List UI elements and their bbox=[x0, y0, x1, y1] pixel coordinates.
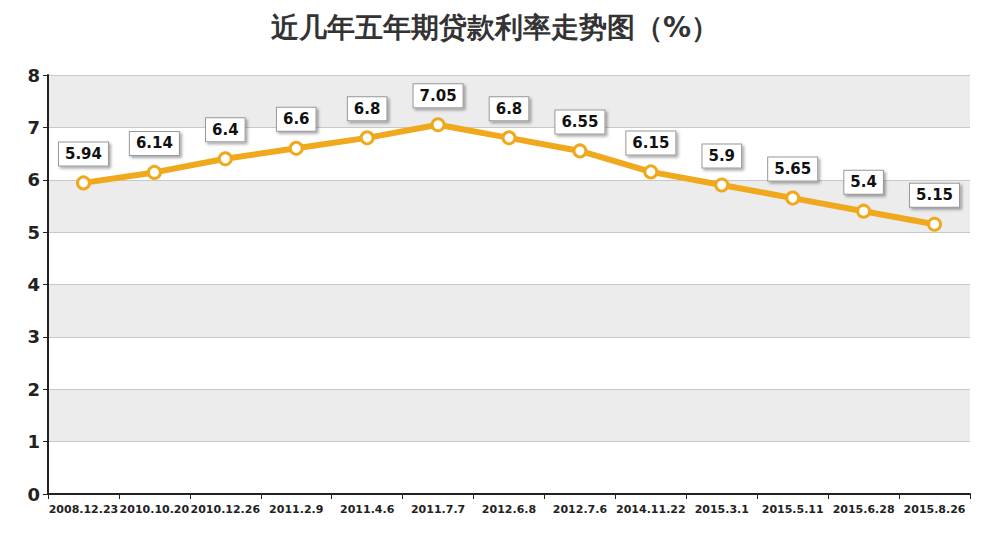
svg-text:4: 4 bbox=[27, 274, 40, 295]
svg-text:2010.12.26: 2010.12.26 bbox=[191, 503, 261, 516]
svg-text:5.4: 5.4 bbox=[850, 173, 877, 191]
svg-text:2: 2 bbox=[27, 379, 40, 400]
svg-text:2015.5.11: 2015.5.11 bbox=[762, 503, 824, 516]
svg-text:5: 5 bbox=[27, 222, 40, 243]
svg-text:1: 1 bbox=[27, 431, 40, 452]
svg-text:7: 7 bbox=[27, 117, 40, 138]
svg-text:6.4: 6.4 bbox=[212, 121, 239, 139]
svg-text:0: 0 bbox=[27, 484, 40, 505]
svg-text:6.14: 6.14 bbox=[136, 134, 173, 152]
svg-text:2015.8.26: 2015.8.26 bbox=[904, 503, 966, 516]
svg-text:2015.6.28: 2015.6.28 bbox=[833, 503, 895, 516]
svg-text:6.15: 6.15 bbox=[632, 134, 669, 152]
svg-text:近几年五年期贷款利率走势图（%）: 近几年五年期贷款利率走势图（%） bbox=[271, 11, 719, 44]
svg-text:6.55: 6.55 bbox=[561, 113, 598, 131]
svg-text:8: 8 bbox=[27, 65, 40, 86]
svg-text:2014.11.22: 2014.11.22 bbox=[616, 503, 686, 516]
svg-text:5.15: 5.15 bbox=[916, 186, 953, 204]
svg-text:6.6: 6.6 bbox=[283, 110, 310, 128]
svg-text:2012.6.8: 2012.6.8 bbox=[482, 503, 536, 516]
svg-text:2015.3.1: 2015.3.1 bbox=[695, 503, 749, 516]
svg-text:6.8: 6.8 bbox=[496, 100, 523, 118]
svg-text:6.8: 6.8 bbox=[354, 100, 381, 118]
svg-text:2011.4.6: 2011.4.6 bbox=[340, 503, 395, 516]
svg-text:2012.7.6: 2012.7.6 bbox=[553, 503, 608, 516]
svg-text:5.65: 5.65 bbox=[774, 160, 811, 178]
svg-text:6: 6 bbox=[27, 169, 40, 190]
svg-text:3: 3 bbox=[27, 326, 40, 347]
svg-text:5.9: 5.9 bbox=[708, 147, 735, 165]
svg-text:7.05: 7.05 bbox=[420, 87, 457, 105]
svg-text:2008.12.23: 2008.12.23 bbox=[49, 503, 119, 516]
svg-text:2010.10.20: 2010.10.20 bbox=[120, 503, 190, 516]
svg-text:2011.7.7: 2011.7.7 bbox=[411, 503, 465, 516]
svg-text:5.94: 5.94 bbox=[65, 145, 102, 163]
svg-text:2011.2.9: 2011.2.9 bbox=[269, 503, 323, 516]
